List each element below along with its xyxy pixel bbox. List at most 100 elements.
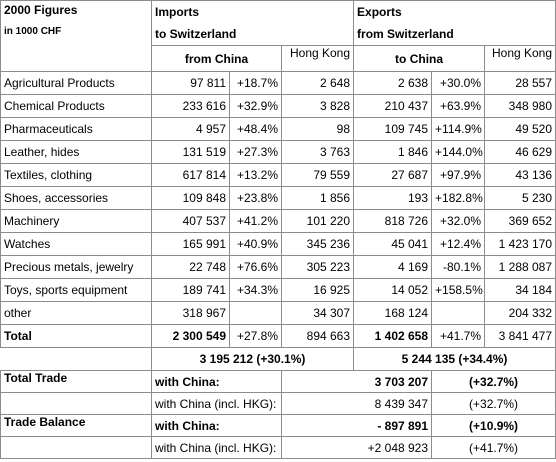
imports-hk-value: 2 648 xyxy=(280,71,355,95)
table-row: Shoes, accessories 109 848 +23.8% 1 856 193 +… xyxy=(0,186,556,210)
exports-pct: +158.5% xyxy=(431,278,486,302)
exports-pct: +32.0% xyxy=(431,209,486,233)
exports-value: 14 052 xyxy=(353,278,433,302)
imports-pct: +76.6% xyxy=(229,255,282,279)
trade-balance-hkg-value: +2 048 923 xyxy=(280,436,433,459)
exports-hk-value: 46 629 xyxy=(484,140,556,164)
table-row: Pharmaceuticals 4 957 +48.4% 98 109 745 +114.… xyxy=(0,117,556,141)
imports-pct: +27.3% xyxy=(229,140,282,164)
exports-value: 45 041 xyxy=(353,232,433,256)
exports-pct: +114.9% xyxy=(431,117,486,141)
imports-value: 233 616 xyxy=(151,94,230,118)
exports-value: 193 xyxy=(353,186,433,210)
exports-hk-value: 5 230 xyxy=(484,186,556,210)
total-trade-china-pct: (+32.7%) xyxy=(431,370,556,393)
imports-hk-value: 305 223 xyxy=(280,255,355,279)
exports-pct: +30.0% xyxy=(431,71,486,95)
exports-pct: -80.1% xyxy=(431,255,486,279)
row-label: Toys, sports equipment xyxy=(0,278,152,302)
imports-value: 189 741 xyxy=(151,278,230,302)
exports-pct: +97.9% xyxy=(431,163,486,187)
table-row: Chemical Products 233 616 +32.9% 3 828 210 4… xyxy=(0,94,556,118)
row-label: Machinery xyxy=(0,209,152,233)
total-trade-label: Total Trade xyxy=(0,370,152,393)
unit-label: in 1000 CHF xyxy=(4,26,62,37)
table-row: Textiles, clothing 617 814 +13.2% 79 559 27 … xyxy=(0,163,556,187)
imports-pct xyxy=(229,301,282,325)
total-imports-pct: +27.8% xyxy=(229,324,282,348)
exports-hk-value: 1 423 170 xyxy=(484,232,556,256)
total-trade-hkg-value: 8 439 347 xyxy=(280,392,433,415)
exports-hk-value: 34 184 xyxy=(484,278,556,302)
exports-pct: +144.0% xyxy=(431,140,486,164)
exports-hong-kong-header: Hong Kong xyxy=(484,45,556,72)
total-exports-hk: 3 841 477 xyxy=(484,324,556,348)
total-trade-china-label: with China: xyxy=(151,370,282,393)
exports-value: 168 124 xyxy=(353,301,433,325)
imports-value: 131 519 xyxy=(151,140,230,164)
imports-value: 22 748 xyxy=(151,255,230,279)
imports-pct: +23.8% xyxy=(229,186,282,210)
combined-blank xyxy=(0,347,152,371)
total-trade-hkg-pct: (+32.7%) xyxy=(431,392,556,415)
exports-hk-value: 43 136 xyxy=(484,163,556,187)
imports-hk-value: 98 xyxy=(280,117,355,141)
row-label: Pharmaceuticals xyxy=(0,117,152,141)
trade-balance-china-label: with China: xyxy=(151,414,282,437)
imports-value: 109 848 xyxy=(151,186,230,210)
exports-value: 27 687 xyxy=(353,163,433,187)
total-trade-blank xyxy=(0,392,152,415)
trade-balance-china-pct: (+10.9%) xyxy=(431,414,556,437)
imports-pct: +41.2% xyxy=(229,209,282,233)
subheader-row: from China Hong Kong to China Hong Kong xyxy=(1,45,556,72)
exports-value: 4 169 xyxy=(353,255,433,279)
total-imports-hk: 894 663 xyxy=(280,324,355,348)
exports-hk-value: 348 980 xyxy=(484,94,556,118)
imports-pct: +34.3% xyxy=(229,278,282,302)
imports-hk-value: 79 559 xyxy=(280,163,355,187)
total-exports-value: 1 402 658 xyxy=(353,324,433,348)
total-trade-hkg-label: with China (incl. HKG): xyxy=(151,392,282,415)
trade-balance-hkg-pct: (+41.7%) xyxy=(431,436,556,459)
imports-value: 617 814 xyxy=(151,163,230,187)
table-row: Watches 165 991 +40.9% 345 236 45 041 +12.4% 1… xyxy=(0,232,556,256)
data-rows: Agricultural Products 97 811 +18.7% 2 648 2 … xyxy=(0,71,556,325)
total-trade-row-2: with China (incl. HKG): 8 439 347 (+32.7… xyxy=(0,392,556,415)
exports-pct: +63.9% xyxy=(431,94,486,118)
total-label: Total xyxy=(0,324,152,348)
exports-pct: +182.8% xyxy=(431,186,486,210)
imports-value: 165 991 xyxy=(151,232,230,256)
exports-pct: +12.4% xyxy=(431,232,486,256)
trade-balance-label: Trade Balance xyxy=(0,414,152,437)
imports-value: 97 811 xyxy=(151,71,230,95)
trade-balance-row-1: Trade Balance with China: - 897 891 (+10… xyxy=(0,414,556,437)
row-label: Chemical Products xyxy=(0,94,152,118)
table-row: Precious metals, jewelry 22 748 +76.6% 305 … xyxy=(0,255,556,279)
imports-pct: +18.7% xyxy=(229,71,282,95)
trade-balance-blank xyxy=(0,436,152,459)
total-imports-value: 2 300 549 xyxy=(151,324,230,348)
exports-value: 210 437 xyxy=(353,94,433,118)
exports-hk-value: 1 288 087 xyxy=(484,255,556,279)
exports-hk-value: 369 652 xyxy=(484,209,556,233)
table-row: Agricultural Products 97 811 +18.7% 2 648 2 … xyxy=(0,71,556,95)
imports-subtitle: to Switzerland xyxy=(155,27,237,41)
imports-value: 407 537 xyxy=(151,209,230,233)
imports-hong-kong-header: Hong Kong xyxy=(280,45,355,72)
exports-pct xyxy=(431,301,486,325)
exports-hk-value: 28 557 xyxy=(484,71,556,95)
total-trade-china-value: 3 703 207 xyxy=(280,370,433,393)
imports-value: 318 967 xyxy=(151,301,230,325)
from-china-header: from China xyxy=(151,45,282,72)
to-china-header: to China xyxy=(353,45,486,72)
imports-pct: +13.2% xyxy=(229,163,282,187)
row-label: Watches xyxy=(0,232,152,256)
trade-balance-row-2: with China (incl. HKG): +2 048 923 (+41.… xyxy=(0,436,556,459)
table-title: 2000 Figures xyxy=(4,3,78,17)
total-exports-pct: +41.7% xyxy=(431,324,486,348)
row-label: Leather, hides xyxy=(0,140,152,164)
exports-value: 2 638 xyxy=(353,71,433,95)
table-row: Toys, sports equipment 189 741 +34.3% 16 92… xyxy=(0,278,556,302)
